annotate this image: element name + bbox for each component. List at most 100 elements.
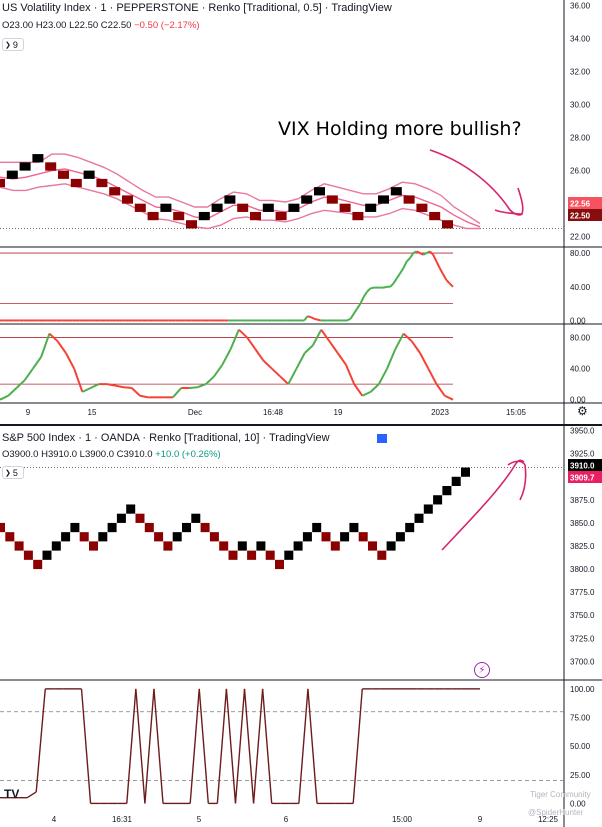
renko-brick [423,504,433,514]
lightning-icon[interactable]: ⚡ [474,662,490,678]
renko-brick [19,162,31,171]
renko-brick [302,532,312,542]
oscillator-segment [234,688,246,804]
oscillator-segment [172,387,182,398]
renko-brick [433,495,443,505]
renko-brick [442,486,452,496]
renko-brick [330,541,340,551]
spx-length-toggle[interactable]: ❯ 5 [2,466,24,479]
oscillator-segment [336,352,347,366]
renko-brick [144,522,154,533]
oscillator-segment [56,340,67,354]
vix-legend-title: US Volatility Index · 1 · PEPPERSTONE · … [2,2,392,14]
tradingview-logo[interactable]: TV [4,787,20,801]
renko-brick [211,203,223,212]
oscillator-segment [40,333,51,358]
oscillator-segment [362,291,368,298]
y-tick-label: 3850.0 [570,519,595,528]
y-tick-label: 26.00 [570,167,591,176]
renko-brick [45,162,57,171]
gear-icon[interactable]: ⚙ [577,404,588,418]
oscillator-segment [15,379,26,389]
oscillator-segment [254,348,265,362]
renko-brick [33,559,43,570]
renko-brick [134,203,146,212]
renko-brick [198,211,210,221]
renko-brick [405,522,415,533]
oscillator-segment [48,332,59,343]
vix-length-toggle[interactable]: ❯ 9 [2,38,24,51]
oscillator-segment [246,336,257,350]
oscillator-segment [153,688,164,804]
renko-brick [301,195,313,204]
oscillator-segment [189,386,198,389]
price-label-bg [568,471,602,483]
oscillator-segment [81,387,92,393]
price-label: 22.56 [570,200,591,209]
oscillator-segment [448,282,454,288]
renko-brick [219,541,229,551]
y-tick-label: 36.00 [570,1,591,10]
y-tick-label: 3925.0 [570,450,595,459]
oscillator-segment [298,688,309,804]
y-tick-label: 22.00 [570,233,591,242]
hand-drawn-arrow-spx-head [507,460,527,501]
renko-brick [275,211,287,221]
renko-brick [312,522,322,533]
x-tick-label: 5 [197,815,202,824]
y-tick-label: 0.00 [570,396,586,405]
oscillator-segment [426,250,431,254]
y-tick-label: 50.00 [570,742,591,751]
hand-drawn-arrow-vix-head [494,187,524,215]
y-tick-label: 3750.0 [570,611,595,620]
renko-brick [163,541,173,551]
spx-high: H3910.0 [41,449,78,460]
renko-brick [461,467,470,477]
watermark-line1: Tiger Community [530,790,591,799]
y-tick-label: 3800.0 [570,565,595,574]
oscillator-segment [405,257,411,263]
oscillator-segment [419,252,424,256]
oscillator-segment [307,315,312,319]
oscillator-segment [370,286,374,290]
oscillator-segment [445,279,451,285]
renko-brick [256,541,266,551]
y-tick-label: 3950.0 [570,427,595,436]
renko-brick [358,532,368,542]
oscillator-segment [65,352,76,370]
vix-oscillator-2-plot: 0.00 40.00 80.00 [0,328,591,405]
oscillator-segment [216,688,228,804]
price-label-bg [568,459,602,471]
price-label-bg [568,209,602,221]
spx-time-axis: 4 16:31 5 6 15:00 9 12:25 [52,815,559,824]
renko-brick [403,195,415,204]
chevron-down-icon: ❯ [5,469,11,477]
renko-brick [122,195,133,204]
renko-brick [237,541,247,551]
y-tick-label: 28.00 [570,134,591,143]
oscillator-segment [115,384,124,389]
oscillator-segment [399,267,405,274]
renko-brick [58,170,69,179]
renko-brick [228,550,238,560]
y-tick-label: 32.00 [570,67,591,76]
price-label: 3910.0 [570,462,595,471]
vix-high: H23.00 [35,20,67,31]
band-lower-line [0,183,480,230]
renko-brick [365,203,377,212]
flag-icon[interactable] [377,434,387,443]
oscillator-segment [313,317,318,321]
oscillator-segment [383,285,388,289]
renko-brick [416,203,428,212]
oscillator-segment [444,394,454,401]
renko-brick [70,522,80,533]
oscillator-segment [317,318,321,322]
oscillator-segment [304,344,314,354]
y-tick-label: 30.00 [570,100,591,109]
renko-brick [250,211,261,221]
renko-brick [172,532,182,542]
oscillator-segment [221,348,232,366]
renko-brick [378,195,389,204]
spx-legend-title: S&P 500 Index · 1 · OANDA · Renko [Tradi… [2,432,330,444]
